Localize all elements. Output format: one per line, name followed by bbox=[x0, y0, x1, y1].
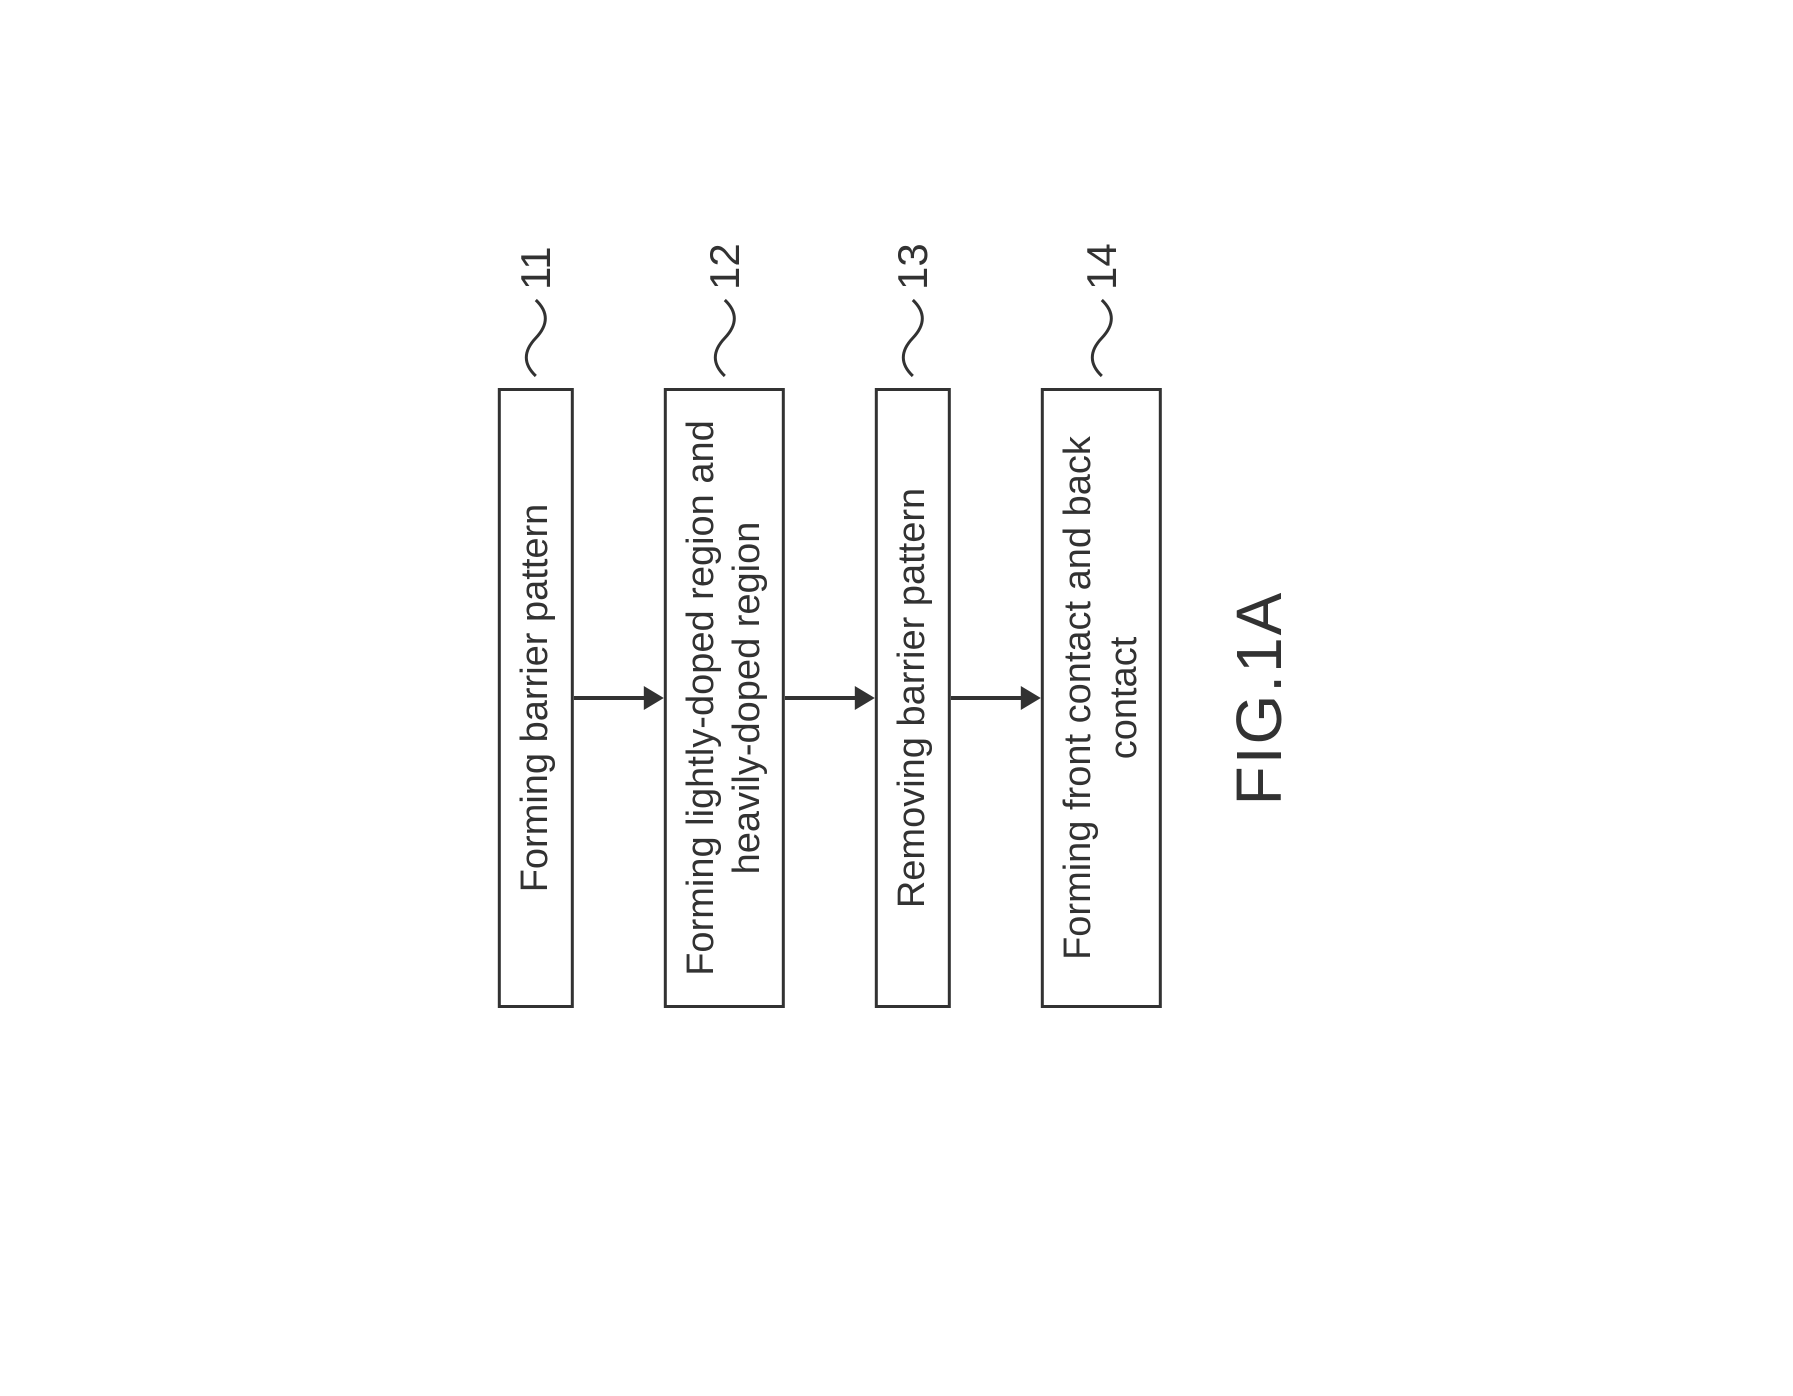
arrow-down-icon bbox=[951, 678, 1041, 718]
step-text-2: Forming lightly-doped region and heavily… bbox=[678, 415, 769, 981]
step-label-container-3: 13 bbox=[888, 243, 938, 378]
flow-box-4: Forming front contact and back contact bbox=[1041, 388, 1162, 1008]
connector-curve-icon bbox=[699, 298, 749, 378]
flow-box-2: Forming lightly-doped region and heavily… bbox=[663, 388, 784, 1008]
flow-step-3: Removing barrier pattern 13 bbox=[875, 148, 951, 1248]
flow-step-4: Forming front contact and back contact 1… bbox=[1041, 148, 1162, 1248]
flow-step-2: Forming lightly-doped region and heavily… bbox=[663, 148, 784, 1248]
figure-label: FIG.1A bbox=[1222, 591, 1296, 806]
arrow-2 bbox=[785, 148, 875, 1248]
step-text-3: Removing barrier pattern bbox=[890, 488, 936, 908]
step-label-container-4: 14 bbox=[1076, 243, 1126, 378]
step-number-1: 11 bbox=[511, 246, 559, 290]
arrow-down-icon bbox=[573, 678, 663, 718]
flowchart-diagram: Forming barrier pattern 11 Forming light… bbox=[497, 148, 1295, 1248]
step-number-2: 12 bbox=[700, 243, 748, 290]
flow-box-3: Removing barrier pattern bbox=[875, 388, 951, 1008]
connector-curve-icon bbox=[510, 298, 560, 378]
arrow-1 bbox=[573, 148, 663, 1248]
step-number-4: 14 bbox=[1077, 243, 1125, 290]
flow-step-1: Forming barrier pattern 11 bbox=[497, 148, 573, 1248]
connector-curve-icon bbox=[1076, 298, 1126, 378]
arrow-down-icon bbox=[785, 678, 875, 718]
step-number-3: 13 bbox=[889, 243, 937, 290]
step-label-container-2: 12 bbox=[699, 243, 749, 378]
step-text-1: Forming barrier pattern bbox=[513, 504, 559, 893]
connector-curve-icon bbox=[888, 298, 938, 378]
flow-box-1: Forming barrier pattern bbox=[497, 388, 573, 1008]
step-text-4: Forming front contact and back contact bbox=[1056, 415, 1147, 981]
arrow-3 bbox=[951, 148, 1041, 1248]
step-label-container-1: 11 bbox=[510, 246, 560, 378]
